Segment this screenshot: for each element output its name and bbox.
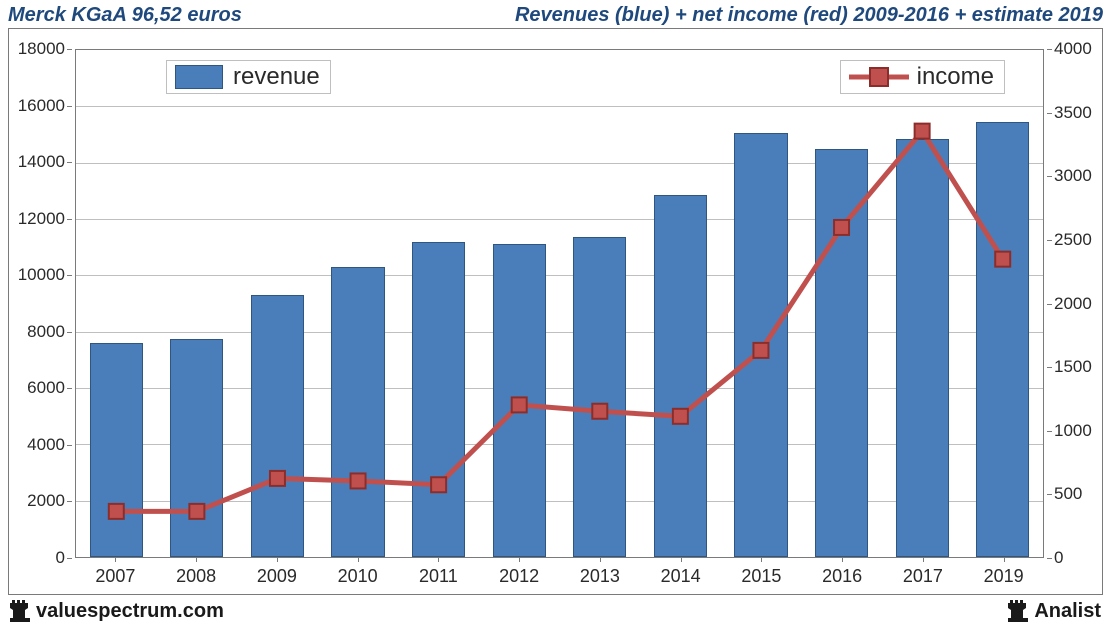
y-left-label-0: 0 — [56, 548, 65, 568]
x-label-2008: 2008 — [176, 566, 216, 587]
header: Merck KGaA 96,52 euros Revenues (blue) +… — [0, 0, 1111, 28]
y-right-label-4000: 4000 — [1054, 39, 1092, 59]
x-label-2013: 2013 — [580, 566, 620, 587]
title-left: Merck KGaA 96,52 euros — [8, 4, 242, 27]
x-label-2017: 2017 — [903, 566, 943, 587]
rook-icon — [10, 600, 30, 622]
x-label-2009: 2009 — [257, 566, 297, 587]
x-label-2012: 2012 — [499, 566, 539, 587]
x-label-2010: 2010 — [338, 566, 378, 587]
y-right-label-3000: 3000 — [1054, 166, 1092, 186]
y-left-label-18000: 18000 — [18, 39, 65, 59]
y-right-label-2000: 2000 — [1054, 294, 1092, 314]
income-marker-2011 — [431, 477, 446, 492]
income-marker-2015 — [753, 343, 768, 358]
y-right-label-0: 0 — [1054, 548, 1063, 568]
income-marker-2017 — [915, 124, 930, 139]
footer-source: valuespectrum.com — [10, 600, 224, 623]
legend-revenue: revenue — [166, 60, 331, 94]
y-right-label-1000: 1000 — [1054, 421, 1092, 441]
income-marker-2014 — [673, 409, 688, 424]
legend-revenue-swatch — [175, 65, 223, 89]
x-axis-labels: 2007 2008 2009 2010 2011 2012 2013 2014 2015 2016… — [75, 562, 1044, 590]
income-marker-2012 — [512, 397, 527, 412]
income-line — [76, 50, 1043, 557]
income-marker-2013 — [592, 404, 607, 419]
y-left-label-6000: 6000 — [27, 378, 65, 398]
footer-source-label: valuespectrum.com — [36, 600, 224, 623]
income-marker-2008 — [189, 504, 204, 519]
income-marker-2009 — [270, 471, 285, 486]
income-marker-2019 — [995, 252, 1010, 267]
footer-right: Analist — [1008, 600, 1101, 623]
x-label-2014: 2014 — [661, 566, 701, 587]
rook-icon — [1008, 600, 1028, 622]
y-left-label-14000: 14000 — [18, 152, 65, 172]
chart-root: Merck KGaA 96,52 euros Revenues (blue) +… — [0, 0, 1111, 627]
y-left-label-8000: 8000 — [27, 322, 65, 342]
x-label-2019: 2019 — [984, 566, 1024, 587]
y-left-label-16000: 16000 — [18, 96, 65, 116]
x-label-2015: 2015 — [741, 566, 781, 587]
legend-income: income — [840, 60, 1005, 94]
x-label-2011: 2011 — [419, 566, 458, 587]
y-left-label-2000: 2000 — [27, 491, 65, 511]
legend-income-swatch — [849, 65, 909, 89]
footer: valuespectrum.com Analist — [0, 597, 1111, 627]
y-left-label-10000: 10000 — [18, 265, 65, 285]
y-left-label-12000: 12000 — [18, 209, 65, 229]
income-marker-2007 — [109, 504, 124, 519]
income-marker-2016 — [834, 220, 849, 235]
y-right-label-3500: 3500 — [1054, 103, 1092, 123]
title-right: Revenues (blue) + net income (red) 2009-… — [515, 4, 1103, 27]
y-axis-left-labels: 0200040006000800010000120001400016000180… — [9, 49, 71, 558]
footer-right-label: Analist — [1034, 600, 1101, 623]
y-axis-right-labels: 05001000150020002500300035004000 — [1048, 49, 1102, 558]
chart-container: 0200040006000800010000120001400016000180… — [8, 28, 1103, 595]
y-left-label-4000: 4000 — [27, 435, 65, 455]
plot-area: revenue income — [75, 49, 1044, 558]
legend-revenue-label: revenue — [233, 63, 320, 91]
income-marker-2010 — [351, 473, 366, 488]
x-label-2016: 2016 — [822, 566, 862, 587]
y-right-label-500: 500 — [1054, 484, 1082, 504]
y-right-label-1500: 1500 — [1054, 357, 1092, 377]
x-label-2007: 2007 — [95, 566, 135, 587]
y-right-label-2500: 2500 — [1054, 230, 1092, 250]
legend-income-label: income — [917, 63, 994, 91]
